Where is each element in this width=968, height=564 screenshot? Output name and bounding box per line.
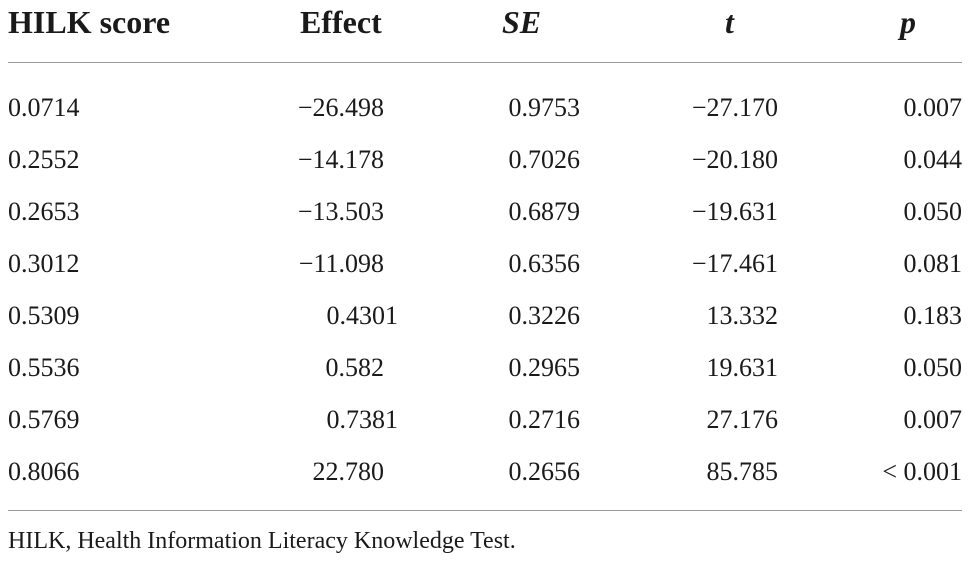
table-row: 0.5769 0.7381 0.2716 27.176 0.007 [0, 400, 968, 452]
cell-hilk-score: 0.5769 [8, 405, 80, 434]
cell-effect: 0.7381 [326, 405, 399, 434]
cell-t: −27.170 [691, 93, 778, 122]
cell-se: 0.2656 [508, 457, 581, 486]
cell-p: < 0.001 [882, 457, 962, 486]
cell-se: 0.6879 [508, 197, 581, 226]
table-row: 0.8066 22.780 0.2656 85.785 < 0.001 [0, 452, 968, 504]
cell-t: 19.631 [706, 353, 779, 382]
header-t: t [725, 4, 734, 40]
cell-t: 27.176 [706, 405, 779, 434]
cell-hilk-score: 0.8066 [8, 457, 80, 486]
table-row: 0.2552 −14.178 0.7026 −20.180 0.044 [0, 140, 968, 192]
cell-t: −19.631 [691, 197, 778, 226]
cell-p: 0.183 [903, 301, 963, 330]
cell-effect: 22.780 [312, 457, 385, 486]
cell-hilk-score: 0.5309 [8, 301, 80, 330]
cell-hilk-score: 0.2552 [8, 145, 80, 174]
cell-effect: −11.098 [298, 249, 384, 278]
cell-hilk-score: 0.5536 [8, 353, 80, 382]
table-row: 0.5309 0.4301 0.3226 13.332 0.183 [0, 296, 968, 348]
cell-se: 0.6356 [508, 249, 581, 278]
table-footnote: HILK, Health Information Literacy Knowle… [8, 528, 516, 554]
cell-effect: −13.503 [297, 197, 384, 226]
table-row: 0.5536 0.582 0.2965 19.631 0.050 [0, 348, 968, 400]
cell-p: 0.050 [903, 197, 963, 226]
cell-p: 0.050 [903, 353, 963, 382]
cell-effect: 0.582 [325, 353, 385, 382]
cell-p: 0.007 [903, 405, 963, 434]
cell-t: −17.461 [691, 249, 778, 278]
footer-divider [8, 510, 962, 511]
header-se: SE [502, 4, 542, 40]
cell-hilk-score: 0.0714 [8, 93, 80, 122]
cell-t: −20.180 [691, 145, 778, 174]
table-row: 0.0714 −26.498 0.9753 −27.170 0.007 [0, 88, 968, 140]
cell-hilk-score: 0.2653 [8, 197, 80, 226]
table-row: 0.2653 −13.503 0.6879 −19.631 0.050 [0, 192, 968, 244]
cell-t: 85.785 [706, 457, 779, 486]
cell-effect: −26.498 [297, 93, 384, 122]
cell-se: 0.2965 [508, 353, 581, 382]
cell-se: 0.9753 [508, 93, 581, 122]
header-hilk-score: HILK score [8, 4, 171, 40]
header-p: p [900, 4, 916, 40]
cell-se: 0.3226 [508, 301, 581, 330]
cell-hilk-score: 0.3012 [8, 249, 80, 278]
table-header-row: HILK score Effect SE t p [0, 0, 968, 62]
cell-p: 0.007 [903, 93, 963, 122]
header-effect: Effect [300, 4, 382, 40]
header-divider [8, 62, 962, 63]
cell-effect: 0.4301 [326, 301, 399, 330]
cell-p: 0.081 [903, 249, 963, 278]
cell-se: 0.7026 [508, 145, 581, 174]
table-row: 0.3012 −11.098 0.6356 −17.461 0.081 [0, 244, 968, 296]
cell-p: 0.044 [903, 145, 963, 174]
cell-effect: −14.178 [297, 145, 384, 174]
cell-t: 13.332 [706, 301, 779, 330]
cell-se: 0.2716 [508, 405, 581, 434]
